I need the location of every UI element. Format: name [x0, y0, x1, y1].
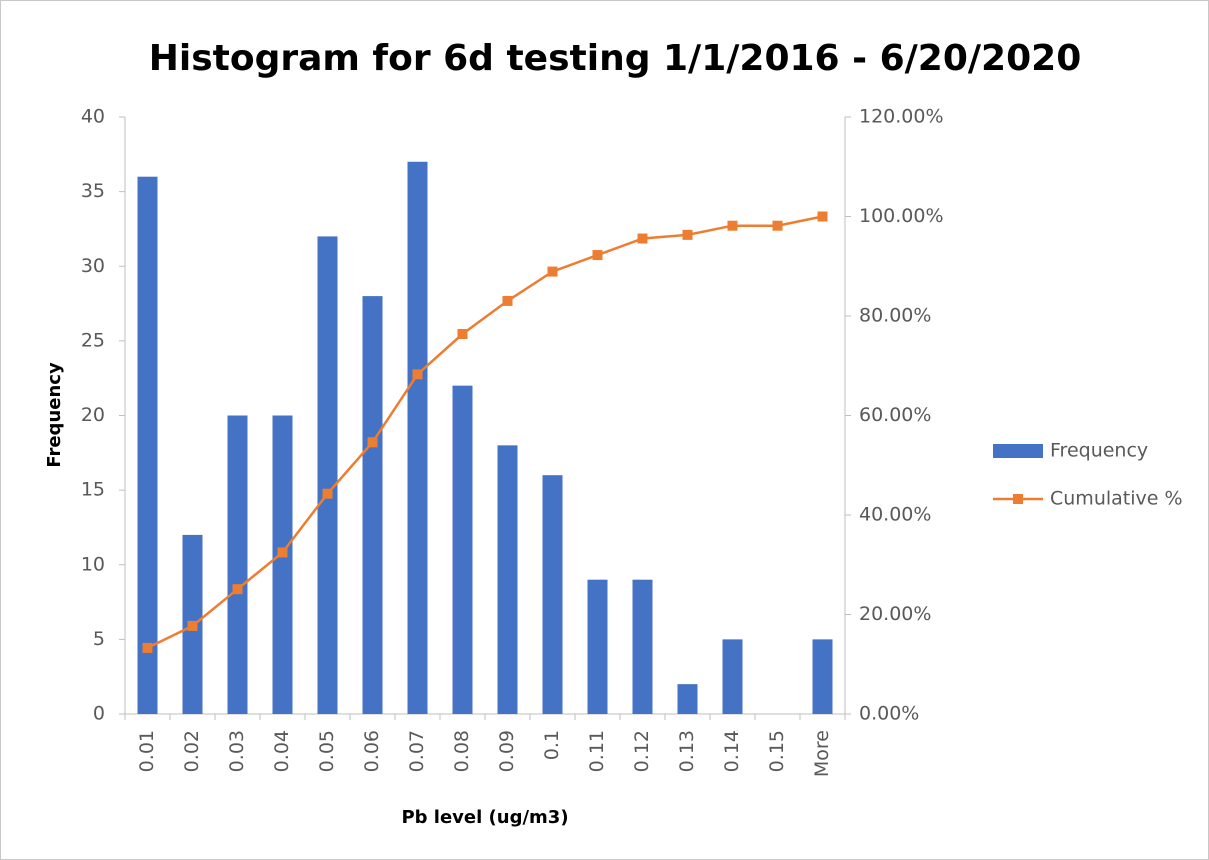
- x-tick-label: 0.12: [631, 730, 653, 772]
- y2-tick-label: 0.00%: [859, 703, 919, 725]
- line-marker: [547, 266, 558, 277]
- line-marker: [457, 329, 468, 340]
- x-tick-label: 0.09: [496, 730, 518, 772]
- x-tick-label: 0.03: [226, 730, 248, 772]
- bar: [497, 445, 518, 714]
- x-tick-label: 0.13: [676, 730, 698, 772]
- y-tick-label: 5: [93, 628, 105, 650]
- y-tick-label: 20: [81, 404, 105, 426]
- line-marker: [232, 584, 243, 595]
- line-marker: [817, 211, 828, 222]
- line-marker: [142, 642, 153, 653]
- y2-tick-label: 100.00%: [859, 205, 944, 227]
- bar: [362, 296, 383, 714]
- cumulative-line: [146, 215, 823, 650]
- x-tick-label: More: [811, 730, 833, 777]
- line-marker: [592, 250, 603, 261]
- legend-swatch: [993, 444, 1043, 458]
- line-marker: [502, 295, 513, 306]
- x-tick-label: 0.06: [361, 730, 383, 772]
- y2-tick-label: 80.00%: [859, 305, 931, 327]
- line-marker: [682, 229, 693, 240]
- x-tick-label: 0.08: [451, 730, 473, 772]
- y-tick-label: 10: [81, 553, 105, 575]
- bar: [542, 475, 563, 714]
- x-tick-label: 0.11: [586, 730, 608, 772]
- bar: [137, 176, 158, 714]
- line-marker: [412, 369, 423, 380]
- line-marker: [187, 620, 198, 631]
- bar: [227, 415, 248, 714]
- y-tick-label: 25: [81, 329, 105, 351]
- x-axis-title: Pb level (ug/m3): [401, 807, 568, 828]
- line-marker: [727, 220, 738, 231]
- y2-tick-label: 40.00%: [859, 504, 931, 526]
- y-tick-label: 15: [81, 479, 105, 501]
- bar: [722, 639, 743, 714]
- legend-marker: [1013, 494, 1023, 504]
- bar: [317, 236, 338, 714]
- y2-tick-label: 20.00%: [859, 603, 931, 625]
- x-tick-label: 0.15: [766, 730, 788, 772]
- y-axis-title: Frequency: [44, 362, 65, 468]
- bar: [452, 385, 473, 714]
- bar: [272, 415, 293, 714]
- y-tick-label: 35: [81, 180, 105, 202]
- x-tick-label: 0.1: [541, 730, 563, 760]
- y2-tick-label: 60.00%: [859, 404, 931, 426]
- x-tick-label: 0.14: [721, 730, 743, 772]
- chart-title: Histogram for 6d testing 1/1/2016 - 6/20…: [149, 38, 1082, 79]
- line-marker: [367, 437, 378, 448]
- x-tick-label: 0.05: [316, 730, 338, 772]
- y-tick-label: 0: [93, 703, 105, 725]
- y-tick-label: 30: [81, 255, 105, 277]
- line-marker: [637, 233, 648, 244]
- x-tick-label: 0.07: [406, 730, 428, 772]
- x-tick-label: 0.01: [136, 730, 158, 772]
- bar: [407, 161, 428, 714]
- y2-tick-label: 120.00%: [859, 106, 944, 128]
- bar: [677, 684, 698, 714]
- x-tick-label: 0.04: [271, 730, 293, 772]
- legend-label: Frequency: [1050, 440, 1148, 462]
- legend-label: Cumulative %: [1050, 488, 1183, 510]
- bar: [632, 579, 653, 714]
- line-marker: [277, 547, 288, 558]
- y-tick-label: 40: [81, 106, 105, 128]
- bar: [812, 639, 833, 714]
- bar: [587, 579, 608, 714]
- line-marker: [322, 488, 333, 499]
- x-tick-label: 0.02: [181, 730, 203, 772]
- line-marker: [772, 220, 783, 231]
